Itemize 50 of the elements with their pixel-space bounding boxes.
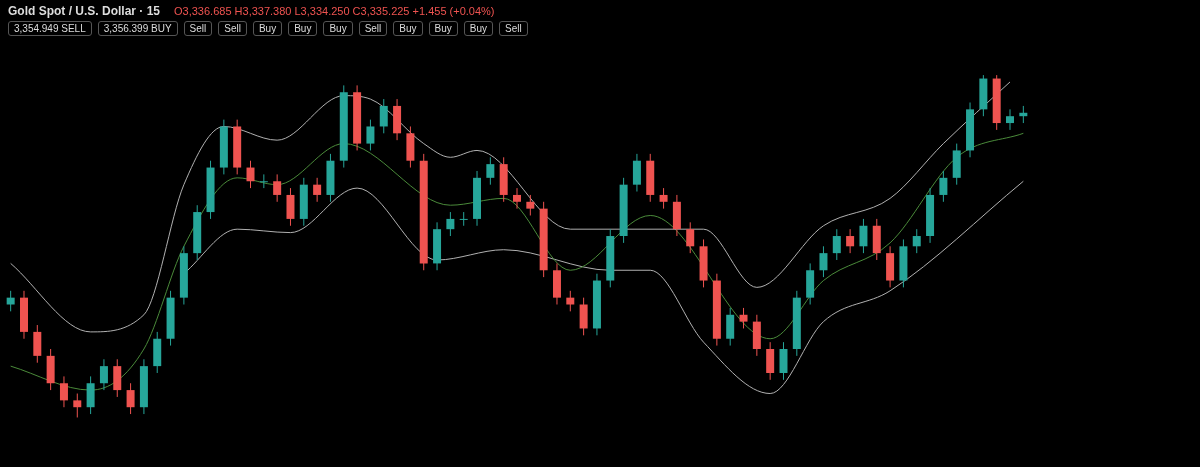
text: Buy	[252, 21, 283, 36]
candlestick	[726, 307, 735, 347]
text: Buy	[463, 21, 494, 36]
candlestick	[259, 173, 268, 189]
candlestick	[86, 375, 95, 415]
candlestick	[779, 341, 788, 381]
candlestick	[366, 119, 375, 151]
candlestick	[766, 341, 775, 381]
candlestick	[486, 156, 495, 186]
candlestick	[286, 187, 295, 227]
text: 3,356.399 BUY	[97, 21, 178, 36]
candlestick	[1006, 108, 1015, 131]
candlestick	[846, 228, 855, 254]
candlestick	[832, 228, 841, 261]
candlestick	[632, 153, 641, 193]
text: Sell	[499, 21, 528, 36]
text: Buy	[288, 21, 318, 36]
candlestick	[446, 211, 455, 237]
candlestick	[513, 187, 521, 210]
text: Buy	[393, 21, 423, 36]
candlestick	[566, 290, 575, 312]
text: Buy	[323, 21, 353, 36]
candlestick	[739, 307, 748, 329]
candlestick	[526, 194, 535, 216]
candlestick	[33, 324, 42, 364]
text: 3,354.949 SELL	[8, 21, 92, 36]
candlestick	[859, 218, 868, 254]
candlestick	[59, 375, 68, 408]
candlestick	[126, 382, 135, 415]
candlestick	[379, 98, 388, 134]
candlestick	[579, 297, 588, 336]
candlestick	[313, 177, 322, 203]
candlestick	[73, 393, 82, 418]
candlestick	[99, 358, 108, 391]
candlestick	[912, 228, 921, 254]
chart-title: Gold Spot / U.S. Dollar · 15	[8, 4, 161, 18]
text: Sell	[358, 21, 388, 36]
candlestick	[819, 245, 828, 278]
text: Sell	[218, 21, 247, 36]
candlestick	[939, 170, 948, 203]
candlestick	[686, 221, 695, 254]
text: Buy	[428, 21, 458, 36]
candlestick	[659, 187, 668, 210]
candlestick	[459, 211, 468, 227]
candlestick	[6, 290, 15, 312]
chart-subtitle: O3,336.685 H3,337.380 L3,334.250 C3,335.225 +1.455 (+0.04%)	[174, 5, 495, 17]
candlestick	[113, 358, 122, 398]
candlestick	[273, 173, 282, 203]
text: Sell	[183, 21, 213, 36]
candlestick	[246, 160, 255, 189]
